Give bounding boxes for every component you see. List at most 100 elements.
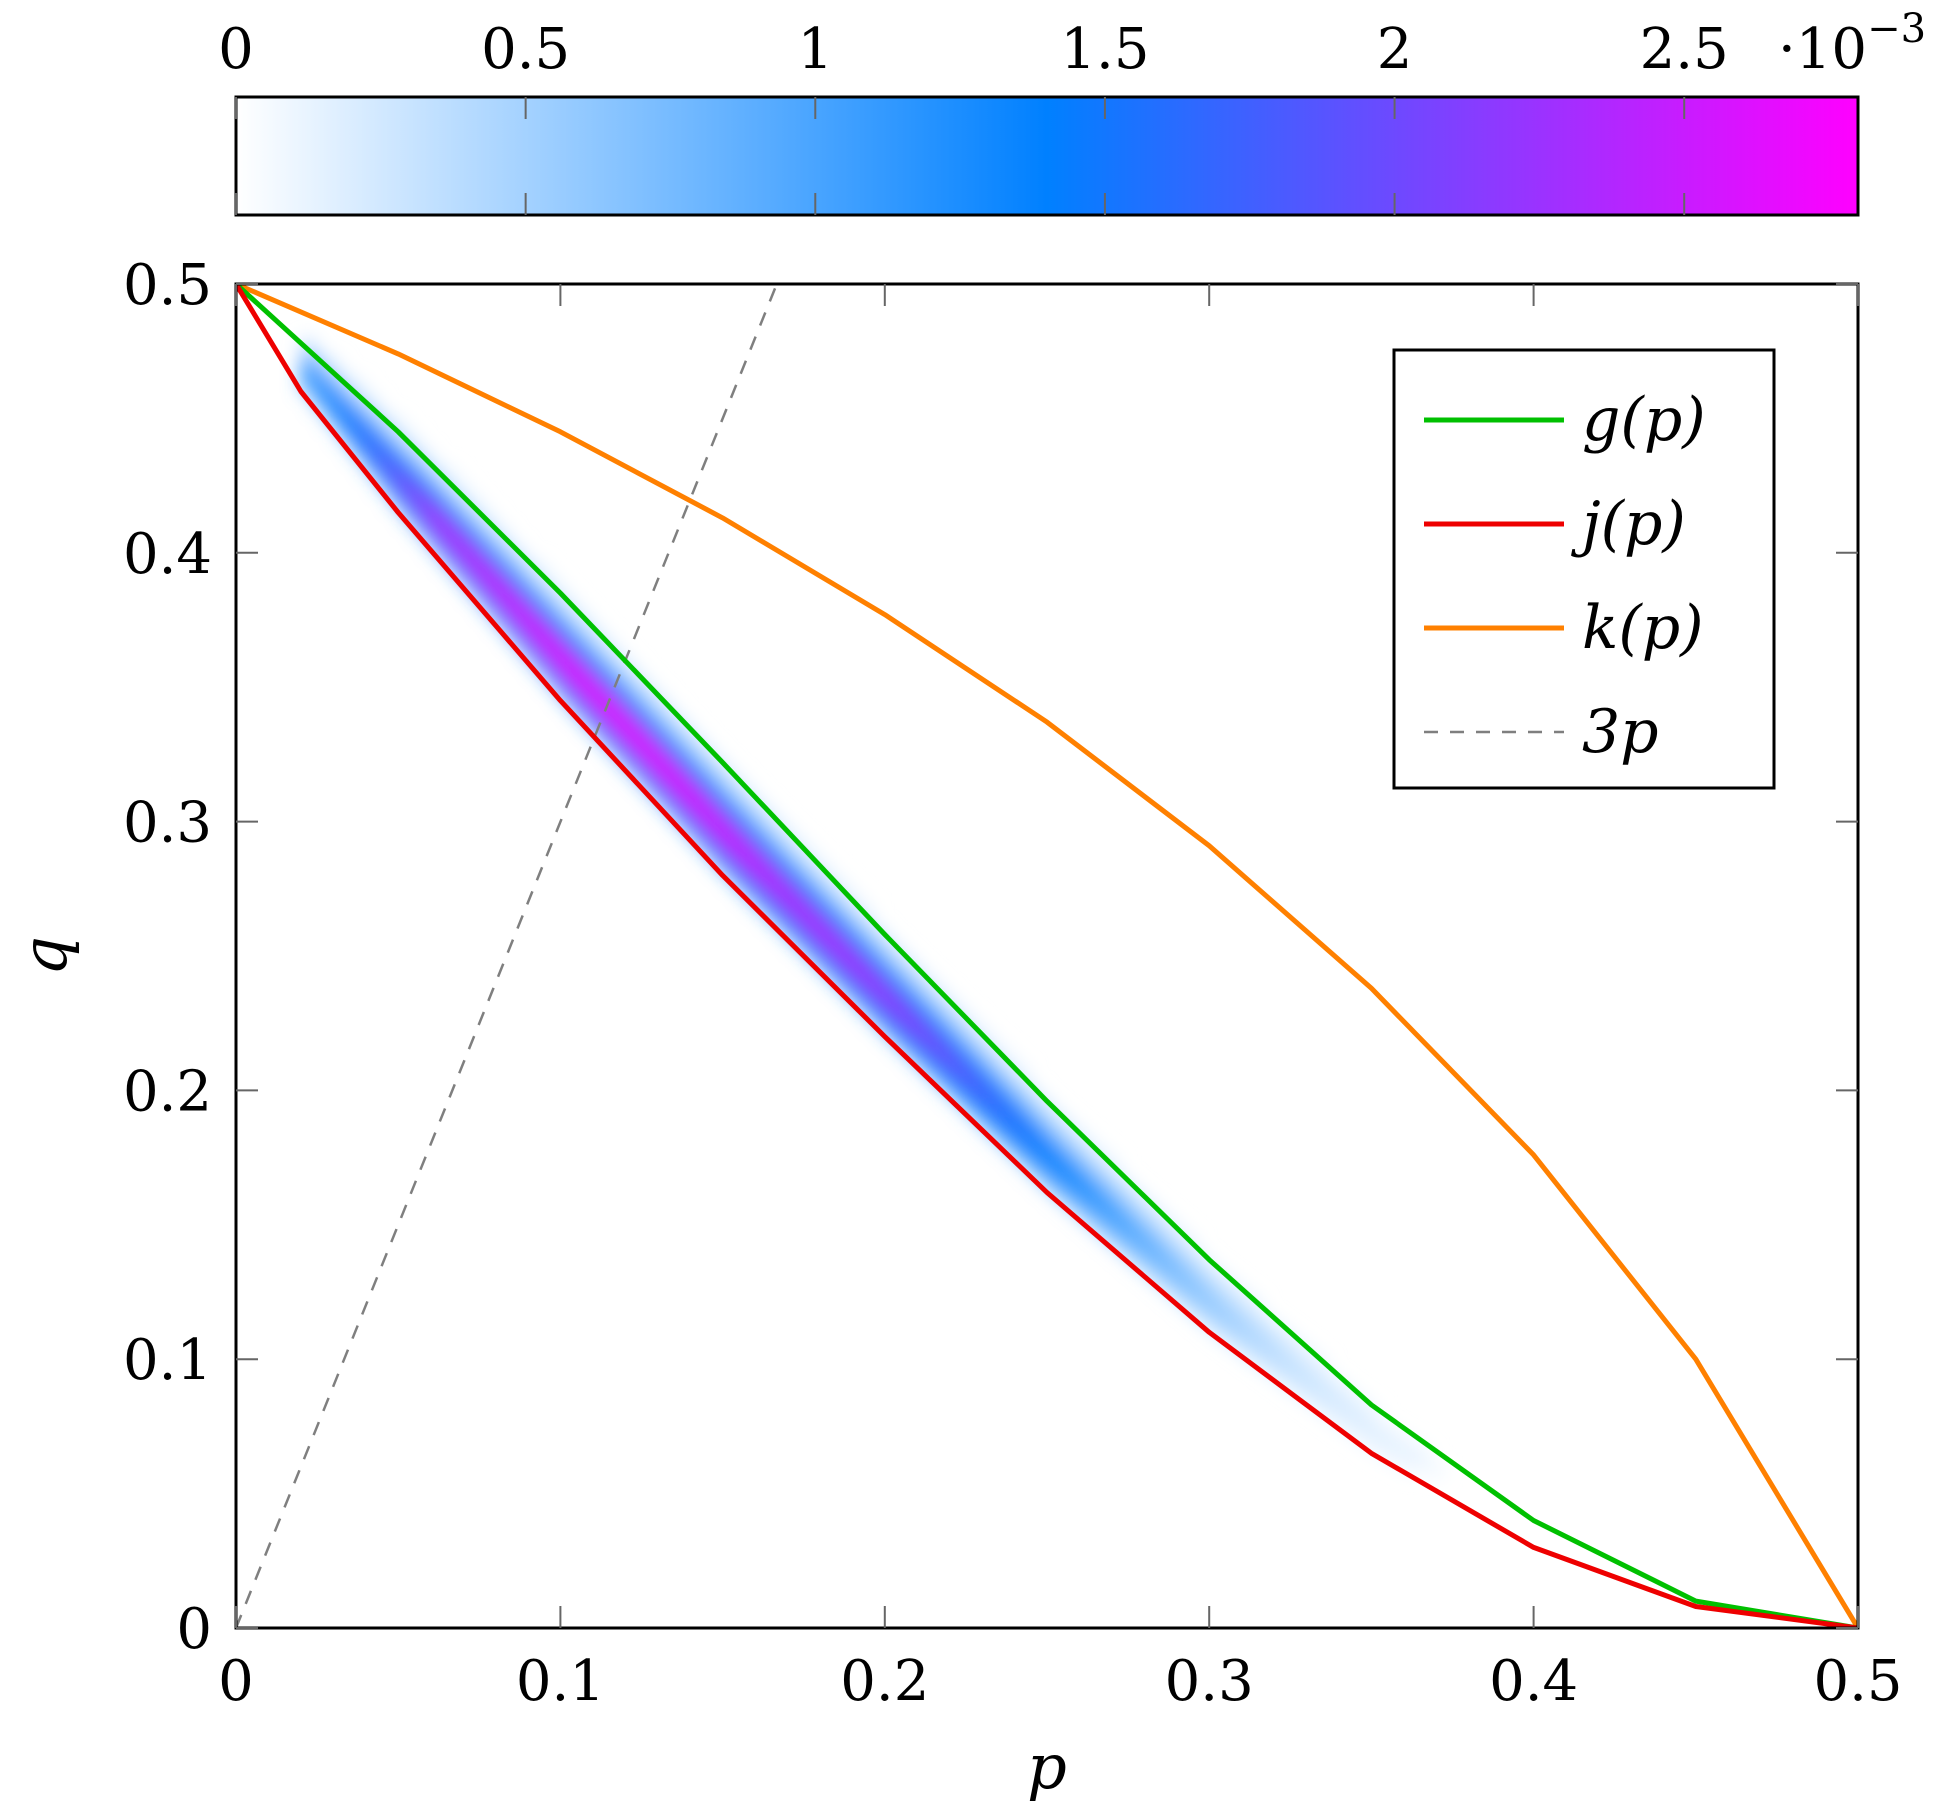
density-cell <box>1053 1144 1068 1157</box>
density-cell <box>1105 1210 1120 1223</box>
density-cell <box>391 482 406 495</box>
colorbar-tick-label: 1 <box>797 17 833 82</box>
density-cell <box>482 588 497 601</box>
density-cell <box>690 775 705 788</box>
density-cell <box>586 653 601 666</box>
density-cell <box>1364 1426 1380 1439</box>
density-cell <box>1300 1389 1315 1402</box>
density-cell <box>430 528 445 541</box>
density-cell <box>352 380 367 393</box>
density-cell <box>508 608 523 621</box>
axis-ticks <box>235 283 1859 1629</box>
density-cell <box>1014 1086 1029 1099</box>
density-cell <box>326 380 341 393</box>
density-cell <box>1287 1379 1302 1392</box>
density-cell <box>897 973 912 986</box>
density-cell <box>910 986 925 999</box>
density-cell <box>832 974 848 987</box>
density-cell <box>962 1090 977 1102</box>
density-cell <box>1196 1267 1211 1280</box>
density-cell <box>508 586 523 599</box>
density-cell <box>923 1052 938 1065</box>
density-cell <box>300 370 316 382</box>
density-cell <box>910 1050 925 1063</box>
density-cell <box>988 1071 1003 1084</box>
density-cell <box>612 681 627 694</box>
density-cell <box>910 1018 925 1031</box>
density-cell <box>443 500 458 513</box>
density-cell <box>664 715 679 728</box>
density-cell <box>1079 1177 1094 1190</box>
density-cell <box>1377 1446 1393 1459</box>
density-cell <box>599 688 614 701</box>
density-cell <box>651 777 666 789</box>
density-cell <box>430 539 445 552</box>
density-cell <box>871 980 886 993</box>
density-cell <box>1131 1243 1146 1256</box>
density-cell <box>495 560 510 573</box>
density-cell <box>391 450 406 463</box>
density-cell <box>560 636 575 649</box>
density-cell <box>1157 1255 1172 1268</box>
density-cell <box>1027 1130 1042 1143</box>
density-cell <box>949 1077 964 1090</box>
density-cell <box>1287 1347 1302 1360</box>
density-cell <box>508 629 523 642</box>
density-cell <box>962 1047 977 1059</box>
density-cell <box>1001 1095 1016 1108</box>
density-cell <box>482 545 497 558</box>
density-cell <box>1027 1152 1042 1165</box>
density-cell <box>1403 1461 1418 1474</box>
density-cell <box>677 804 692 817</box>
density-cell <box>469 530 484 543</box>
density-cell <box>1131 1233 1146 1245</box>
density-cell <box>742 819 757 832</box>
density-cell <box>417 513 432 526</box>
density-cell <box>1326 1387 1341 1400</box>
density-cell <box>884 950 899 963</box>
density-cell <box>1001 1127 1016 1140</box>
density-cell <box>729 828 744 841</box>
density-cell <box>1144 1254 1159 1267</box>
density-cell <box>1014 1150 1029 1163</box>
density-cell <box>988 1114 1003 1127</box>
density-cell <box>378 445 393 458</box>
density-cell <box>858 967 873 980</box>
density-cell <box>1027 1109 1042 1122</box>
density-cell <box>547 674 562 687</box>
density-cell <box>573 650 588 663</box>
density-cell <box>755 853 770 866</box>
density-cell <box>1001 1138 1016 1151</box>
density-cell <box>586 674 601 687</box>
density-cell <box>417 481 432 494</box>
density-cell <box>573 693 588 706</box>
density-cell <box>949 1013 964 1025</box>
density-cell <box>1261 1360 1276 1373</box>
y-tick-label: 0 <box>176 1597 212 1662</box>
density-cell <box>910 1040 925 1053</box>
density-cell <box>573 703 588 716</box>
density-cell <box>1222 1299 1237 1311</box>
density-cell <box>975 1091 990 1104</box>
density-cell <box>962 1068 977 1081</box>
density-cell <box>975 1048 990 1061</box>
density-cell <box>625 727 640 740</box>
colorbar-tick-label: 1.5 <box>1060 17 1149 82</box>
density-cell <box>586 664 601 677</box>
density-cell <box>871 1013 886 1025</box>
density-cell <box>1274 1370 1289 1382</box>
density-cell <box>1364 1437 1380 1450</box>
density-cell <box>1403 1439 1418 1452</box>
density-cell <box>1235 1297 1250 1310</box>
legend-label: j(p) <box>1571 489 1686 559</box>
density-cell <box>599 710 614 723</box>
density-cell <box>923 1020 938 1033</box>
density-cell <box>806 927 822 939</box>
density-cell <box>1196 1288 1211 1301</box>
density-cell <box>858 946 873 959</box>
density-cell <box>806 884 822 896</box>
density-cell <box>1248 1318 1263 1331</box>
density-cell <box>300 380 316 393</box>
density-cell <box>482 535 497 548</box>
density-cell <box>339 396 354 409</box>
